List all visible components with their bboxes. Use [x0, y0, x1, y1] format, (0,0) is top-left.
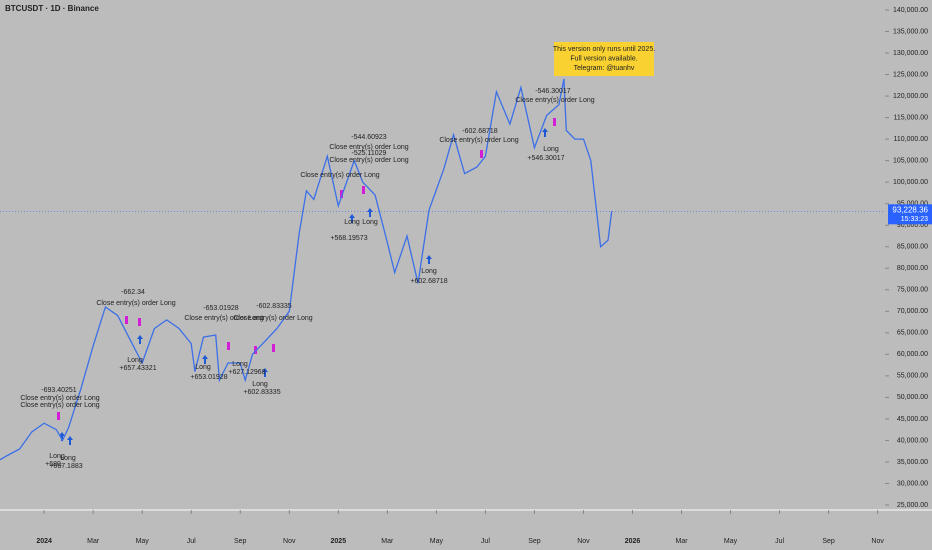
trade-annotation: Long — [543, 146, 559, 153]
note-text: This version only runs until 2025. — [553, 46, 655, 53]
trade-annotation: +657.43321 — [119, 365, 156, 372]
x-tick-label: 2025 — [331, 538, 347, 545]
trade-annotation: +568.19573 — [330, 235, 367, 242]
y-tick-label: 30,000.00 — [897, 480, 928, 487]
trade-annotation: +653.01928 — [190, 374, 227, 381]
y-tick-label: 70,000.00 — [897, 308, 928, 315]
y-tick-label: 75,000.00 — [897, 287, 928, 294]
y-tick-label: 35,000.00 — [897, 459, 928, 466]
x-tick-label: Sep — [234, 538, 247, 545]
y-tick-label: 80,000.00 — [897, 265, 928, 272]
countdown: 15:33:23 — [901, 216, 928, 223]
y-tick-label: 100,000.00 — [893, 179, 928, 186]
trade-annotation: Close entry(s) order Long — [233, 315, 312, 322]
trade-annotation: Long — [362, 219, 378, 226]
price-line — [0, 78, 613, 461]
trade-annotation: Long — [49, 453, 65, 460]
trade-annotation: Close entry(s) order Long — [184, 315, 263, 322]
y-tick-label: 50,000.00 — [897, 394, 928, 401]
x-tick-label: Jul — [187, 538, 196, 545]
trade-annotation: +627.12968 — [228, 369, 265, 376]
x-tick-label: Nov — [871, 538, 884, 545]
y-tick-label: 90,000.00 — [897, 222, 928, 229]
trade-annotation: -693.40251 — [41, 387, 77, 394]
y-tick-label: 135,000.00 — [893, 28, 928, 35]
x-tick-label: May — [724, 538, 738, 545]
trade-annotation: Close entry(s) order Long — [300, 172, 379, 179]
trade-annotation: Close entry(s) order Long — [20, 402, 99, 409]
trade-annotation: Long — [344, 219, 360, 226]
x-tick-label: 2026 — [625, 538, 641, 545]
trade-annotation: +546.30017 — [527, 155, 564, 162]
trade-annotation: Close entry(s) order Long — [329, 157, 408, 164]
trade-annotation: +602.68718 — [410, 278, 447, 285]
trade-markers — [59, 128, 548, 445]
trade-annotation: Long — [60, 455, 76, 462]
y-tick-label: 55,000.00 — [897, 373, 928, 380]
y-tick-label: 60,000.00 — [897, 351, 928, 358]
trade-annotation: Long — [127, 357, 143, 364]
trade-annotation: Long — [195, 364, 211, 371]
exit-markers — [57, 118, 556, 420]
x-tick-label: Jul — [481, 538, 490, 545]
y-tick-label: 85,000.00 — [897, 244, 928, 251]
y-tick-label: 115,000.00 — [893, 114, 928, 121]
y-tick-label: 45,000.00 — [897, 416, 928, 423]
x-tick-label: Jul — [775, 538, 784, 545]
note-box — [554, 42, 654, 76]
last-price-label: 93,228.36 — [892, 205, 928, 214]
x-tick-label: Nov — [283, 538, 296, 545]
trade-annotation: +602.83335 — [243, 389, 280, 396]
y-tick-label: 140,000.00 — [893, 7, 928, 14]
trade-annotation: Close entry(s) order Long — [20, 395, 99, 402]
y-tick-label: 130,000.00 — [893, 50, 928, 57]
last-price-box — [888, 204, 932, 225]
y-tick-label: 105,000.00 — [893, 157, 928, 164]
x-tick-label: May — [136, 538, 150, 545]
trade-annotation: -525.11029 — [352, 150, 387, 157]
y-tick-label: 125,000.00 — [893, 71, 928, 78]
x-tick-label: Sep — [528, 538, 541, 545]
trade-annotation: Long — [232, 361, 248, 368]
x-tick-label: May — [430, 538, 444, 545]
x-tick-label: Sep — [822, 538, 835, 545]
trade-annotation: Close entry(s) order Long — [439, 137, 518, 144]
trade-annotation: -602.68718 — [462, 128, 498, 135]
x-tick-label: 2024 — [36, 538, 52, 545]
x-tick-label: Mar — [675, 538, 688, 545]
trade-annotation: +680. — [45, 461, 63, 468]
trade-annotation: -544.60923 — [351, 134, 387, 141]
trade-annotation: -602.83335 — [256, 303, 292, 310]
y-tick-label: 120,000.00 — [893, 93, 928, 100]
trade-annotation: Close entry(s) order Long — [515, 97, 594, 104]
trade-annotation: -653.01928 — [203, 305, 239, 312]
trade-annotation: Close entry(s) order Long — [329, 144, 408, 151]
y-tick-label: 40,000.00 — [897, 437, 928, 444]
x-tick-label: Nov — [577, 538, 590, 545]
x-tick-label: Mar — [87, 538, 100, 545]
trade-annotation: -662.34 — [121, 289, 145, 296]
y-tick-label: 110,000.00 — [893, 136, 928, 143]
trade-annotation: +667.1883 — [49, 463, 82, 470]
trade-annotation: Close entry(s) order Long — [96, 300, 175, 307]
x-tick-label: Mar — [381, 538, 394, 545]
trade-annotation: -546.30017 — [535, 88, 571, 95]
y-tick-label: 95,000.00 — [897, 201, 928, 208]
y-tick-label: 25,000.00 — [897, 502, 928, 509]
trade-annotation: Long — [252, 381, 268, 388]
note-text: Full version available. — [570, 55, 637, 62]
chart-title: BTCUSDT · 1D · Binance — [5, 4, 99, 13]
trade-annotation: Long — [421, 268, 437, 275]
y-tick-label: 65,000.00 — [897, 330, 928, 337]
note-text: Telegram: @tuanhv — [574, 65, 635, 72]
